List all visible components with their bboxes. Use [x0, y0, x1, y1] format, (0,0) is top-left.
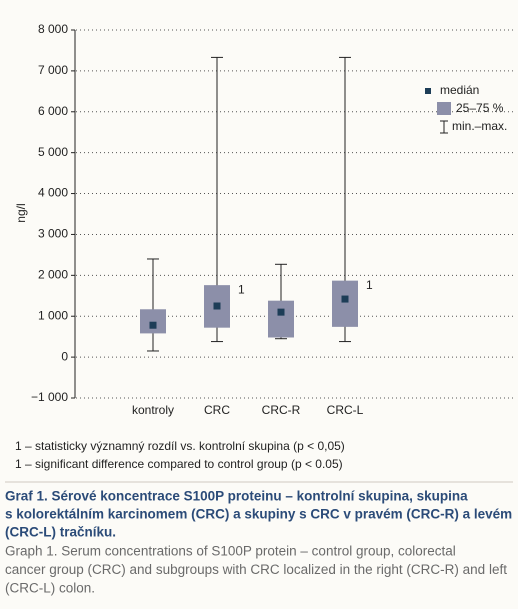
footnote: 1 – significant difference compared to c… [15, 457, 343, 471]
box [332, 280, 358, 327]
y-tick-label: 8 000 [38, 22, 68, 36]
box [268, 300, 294, 338]
legend-whisker-icon [440, 120, 448, 134]
y-tick-label: 7 000 [38, 63, 68, 77]
caption-title: s kolorektálním karcinomem (CRC) a skupi… [5, 507, 512, 522]
median [149, 321, 157, 329]
median [213, 302, 221, 310]
median [341, 295, 349, 303]
caption-text: cancer group (CRC) and subgroups with CR… [5, 562, 507, 577]
legend-whisker-label: min.–max. [452, 119, 507, 133]
caption-text: Graph 1. Serum concentrations of S100P p… [5, 544, 456, 559]
y-tick-label: 1 000 [38, 308, 68, 322]
footnote: 1 – statisticky významný rozdíl vs. kont… [15, 439, 345, 453]
y-tick-label: 4 000 [38, 186, 68, 200]
median [277, 308, 285, 316]
box [140, 309, 166, 334]
y-tick-label: 0 [61, 349, 68, 363]
y-tick-label: 3 000 [38, 227, 68, 241]
y-tick-label: 5 000 [38, 145, 68, 159]
y-tick-label: −1 000 [31, 390, 68, 404]
x-tick-label: CRC [204, 403, 230, 417]
caption-text: (CRC-L) colon. [5, 581, 95, 596]
legend-median-icon [425, 88, 431, 94]
caption-title: (CRC-L) tračníku. [5, 525, 116, 540]
caption-title: Graf 1. Sérové koncentrace S100P protein… [5, 489, 468, 504]
legend-box-icon [437, 102, 451, 115]
y-tick-label: 6 000 [38, 104, 68, 118]
legend-box-label: 25–75 % [456, 101, 504, 115]
x-tick-label: CRC-R [262, 403, 301, 417]
y-axis-label: ng/l [14, 203, 28, 222]
x-tick-label: kontroly [132, 403, 174, 417]
significance-label: 1 [238, 282, 245, 296]
significance-label: 1 [366, 278, 373, 292]
y-tick-label: 2 000 [38, 268, 68, 282]
x-tick-label: CRC-L [327, 403, 364, 417]
legend-median-label: medián [440, 83, 479, 97]
